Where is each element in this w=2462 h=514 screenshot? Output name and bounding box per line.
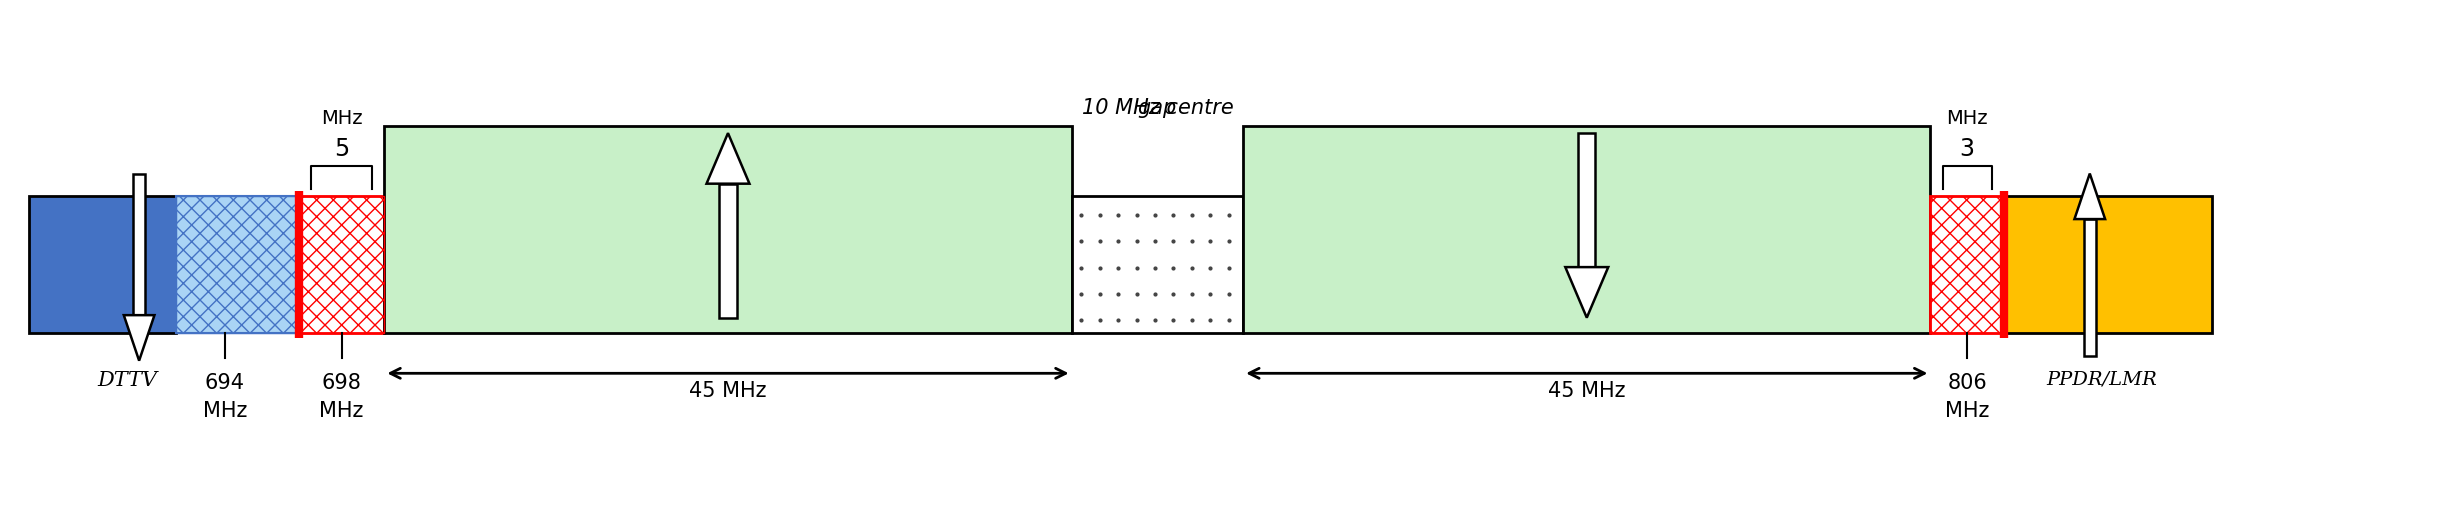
Text: MHz: MHz [1945, 401, 1989, 421]
Bar [1930, 196, 2004, 333]
Text: 3: 3 [1960, 137, 1975, 161]
Text: 694: 694 [204, 373, 246, 393]
Text: 806: 806 [1947, 373, 1987, 393]
Bar [2004, 196, 2213, 333]
Polygon shape [707, 133, 748, 183]
Polygon shape [123, 315, 155, 361]
Text: gap: gap [1137, 75, 1177, 118]
Polygon shape [1566, 267, 1608, 318]
Text: MHz: MHz [202, 401, 246, 421]
Text: DTTV: DTTV [96, 371, 158, 390]
Bar [298, 196, 384, 333]
Text: MHz: MHz [320, 401, 364, 421]
Text: MHz: MHz [320, 109, 362, 128]
Text: 698: 698 [323, 373, 362, 393]
Text: 10 MHz centre: 10 MHz centre [1081, 98, 1233, 118]
Bar [30, 196, 175, 333]
Bar [1243, 125, 1930, 333]
Text: MHz: MHz [1947, 109, 1987, 128]
Bar [1071, 196, 1243, 333]
Bar [1930, 196, 2004, 333]
Bar [384, 125, 1071, 333]
Bar [175, 196, 298, 333]
Polygon shape [2075, 174, 2105, 219]
Text: 5: 5 [335, 137, 350, 161]
Text: 45 MHz: 45 MHz [1549, 381, 1625, 401]
Text: PPDR/LMR: PPDR/LMR [2046, 371, 2157, 389]
Bar [719, 183, 736, 318]
Text: 45 MHz: 45 MHz [689, 381, 766, 401]
Bar [1578, 133, 1595, 267]
Bar [175, 196, 298, 333]
Bar [298, 196, 384, 333]
Bar [2083, 219, 2095, 356]
Bar [1071, 253, 1243, 276]
Bar [133, 174, 145, 315]
